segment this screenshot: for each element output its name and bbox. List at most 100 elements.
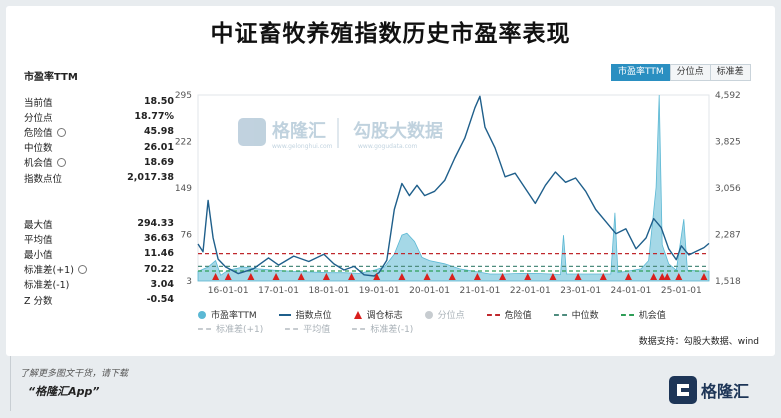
brand-logo-text: 格隆汇 [701, 382, 749, 401]
legend-item-opportunity[interactable]: 机会值 [620, 308, 666, 321]
plot-area: 295 222 149 76 3 4,592 3,825 3,056 2,287 1,518 16-… [175, 91, 741, 296]
legend-item-danger[interactable]: 危险值 [486, 308, 532, 321]
legend-item-std-minus[interactable]: 标准差(-1) [352, 322, 413, 335]
stat-label: 中位数 [24, 143, 53, 155]
x-tick-label: 25-01-01 [661, 286, 702, 296]
x-tick-label: 19-01-01 [359, 286, 400, 296]
footer-app-name[interactable]: “格隆汇App” [28, 385, 100, 398]
rebalance-marker [658, 273, 666, 280]
x-tick-label: 23-01-01 [560, 286, 601, 296]
watermark: 格隆汇 www.gelonghui.com 勾股大数据 www.gogudata… [238, 118, 443, 150]
gear-icon[interactable] [56, 158, 66, 168]
stat-value: 294.33 [137, 218, 174, 230]
y-right-tick-label: 4,592 [715, 91, 741, 101]
watermark-logo-icon [238, 118, 266, 146]
legend-swatch [285, 327, 299, 330]
rebalance-marker [423, 273, 431, 280]
y-right-tick-label: 1,518 [715, 277, 741, 287]
stat-row-std-plus: 标准差(+1) 70.22 [24, 262, 174, 277]
rebalance-marker [247, 273, 255, 280]
y-right-tick-label: 3,825 [715, 138, 741, 148]
rebalance-marker [348, 273, 356, 280]
gear-icon[interactable] [56, 127, 66, 137]
legend-label: 标准差(+1) [216, 325, 264, 335]
stat-label: Z 分数 [24, 295, 53, 307]
panel-label: 市盈率TTM [24, 72, 78, 83]
legend-swatch [353, 310, 362, 319]
stat-value: 70.22 [143, 263, 174, 275]
legend-row-2: 标准差(+1) 平均值 标准差(-1) [198, 322, 435, 335]
y-right-tick-label: 3,056 [715, 184, 741, 194]
gear-icon[interactable] [77, 265, 87, 275]
stat-label: 分位点 [24, 112, 53, 124]
stat-value: 45.98 [143, 126, 174, 138]
x-tick-label: 22-01-01 [510, 286, 551, 296]
stat-label: 当前值 [24, 97, 53, 109]
legend-swatch [620, 313, 634, 316]
legend-label: 平均值 [303, 325, 331, 335]
watermark-data: 勾股大数据 [353, 120, 443, 142]
legend-item-percentile[interactable]: 分位点 [424, 308, 465, 321]
rebalance-marker [574, 273, 582, 280]
legend-item-pe[interactable]: 市盈率TTM [198, 308, 257, 321]
legend-item-rebalance[interactable]: 调仓标志 [353, 308, 403, 321]
rebalance-marker [663, 273, 671, 280]
rebalance-marker [272, 273, 280, 280]
stat-row-mean: 平均值 36.63 [24, 231, 174, 246]
legend-label: 市盈率TTM [211, 311, 257, 321]
tab-std-dev[interactable]: 标准差 [709, 64, 751, 81]
watermark-brand: 格隆汇 [272, 120, 326, 142]
stat-row-danger: 危险值 45.98 [24, 124, 174, 139]
stat-value: 18.69 [143, 156, 174, 168]
rebalance-marker [473, 273, 481, 280]
legend-label: 指数点位 [295, 311, 332, 321]
stat-row-current: 当前值 18.50 [24, 94, 174, 109]
stat-value: 36.63 [143, 233, 174, 245]
footer-divider [10, 356, 11, 411]
rebalance-marker [212, 273, 220, 280]
legend-label: 调仓标志 [366, 311, 403, 321]
rebalance-marker [599, 273, 607, 280]
x-tick-label: 16-01-01 [208, 286, 249, 296]
legend-swatch [278, 313, 291, 316]
stat-row-index-level: 指数点位 2,017.38 [24, 170, 174, 185]
stat-value: 2,017.38 [127, 172, 174, 184]
stats-top: 当前值 18.50 分位点 18.77% 危险值 45.98 中位数 26.01 机会值… [24, 94, 174, 185]
page-title: 中证畜牧养殖指数历史市盈率表现 [210, 21, 571, 47]
stat-row-z-score: Z 分数 -0.54 [24, 292, 174, 307]
stat-label: 危险值 [24, 127, 53, 139]
footer-note: 了解更多图文干货，请下载 [20, 369, 129, 379]
stat-value: 3.04 [150, 278, 174, 290]
stat-row-min: 最小值 11.46 [24, 246, 174, 261]
metric-tabs: 市盈率TTM 分位点 标准差 [611, 64, 751, 81]
stat-label: 最小值 [24, 249, 53, 261]
stat-label: 标准差(+1) [24, 265, 74, 277]
rebalance-marker [448, 273, 456, 280]
rebalance-marker [373, 273, 381, 280]
legend-swatch [198, 310, 206, 319]
legend-label: 标准差(-1) [370, 325, 414, 335]
y-right-tick-label: 2,287 [715, 231, 741, 241]
legend-item-index[interactable]: 指数点位 [278, 308, 332, 321]
legend-label: 机会值 [638, 311, 666, 321]
legend-swatch [553, 313, 567, 316]
legend-item-std-plus[interactable]: 标准差(+1) [198, 322, 263, 335]
watermark-data-url: www.gogudata.com [358, 143, 418, 150]
x-tick-label: 18-01-01 [308, 286, 349, 296]
legend-label: 危险值 [504, 311, 532, 321]
stat-label: 指数点位 [24, 173, 63, 185]
rebalance-marker [297, 273, 305, 280]
brand-logo: 格隆汇 [669, 376, 749, 404]
tab-percentile[interactable]: 分位点 [669, 64, 711, 81]
stat-value: 18.50 [143, 96, 174, 108]
rebalance-marker [624, 273, 632, 280]
rebalance-marker [398, 273, 406, 280]
legend-item-mean[interactable]: 平均值 [285, 322, 330, 335]
legend-swatch [352, 327, 366, 330]
x-tick-label: 24-01-01 [611, 286, 652, 296]
legend-item-median[interactable]: 中位数 [553, 308, 599, 321]
rebalance-marker [224, 273, 232, 280]
brand-logo-glyph [677, 384, 689, 396]
stat-value: -0.54 [146, 294, 174, 306]
